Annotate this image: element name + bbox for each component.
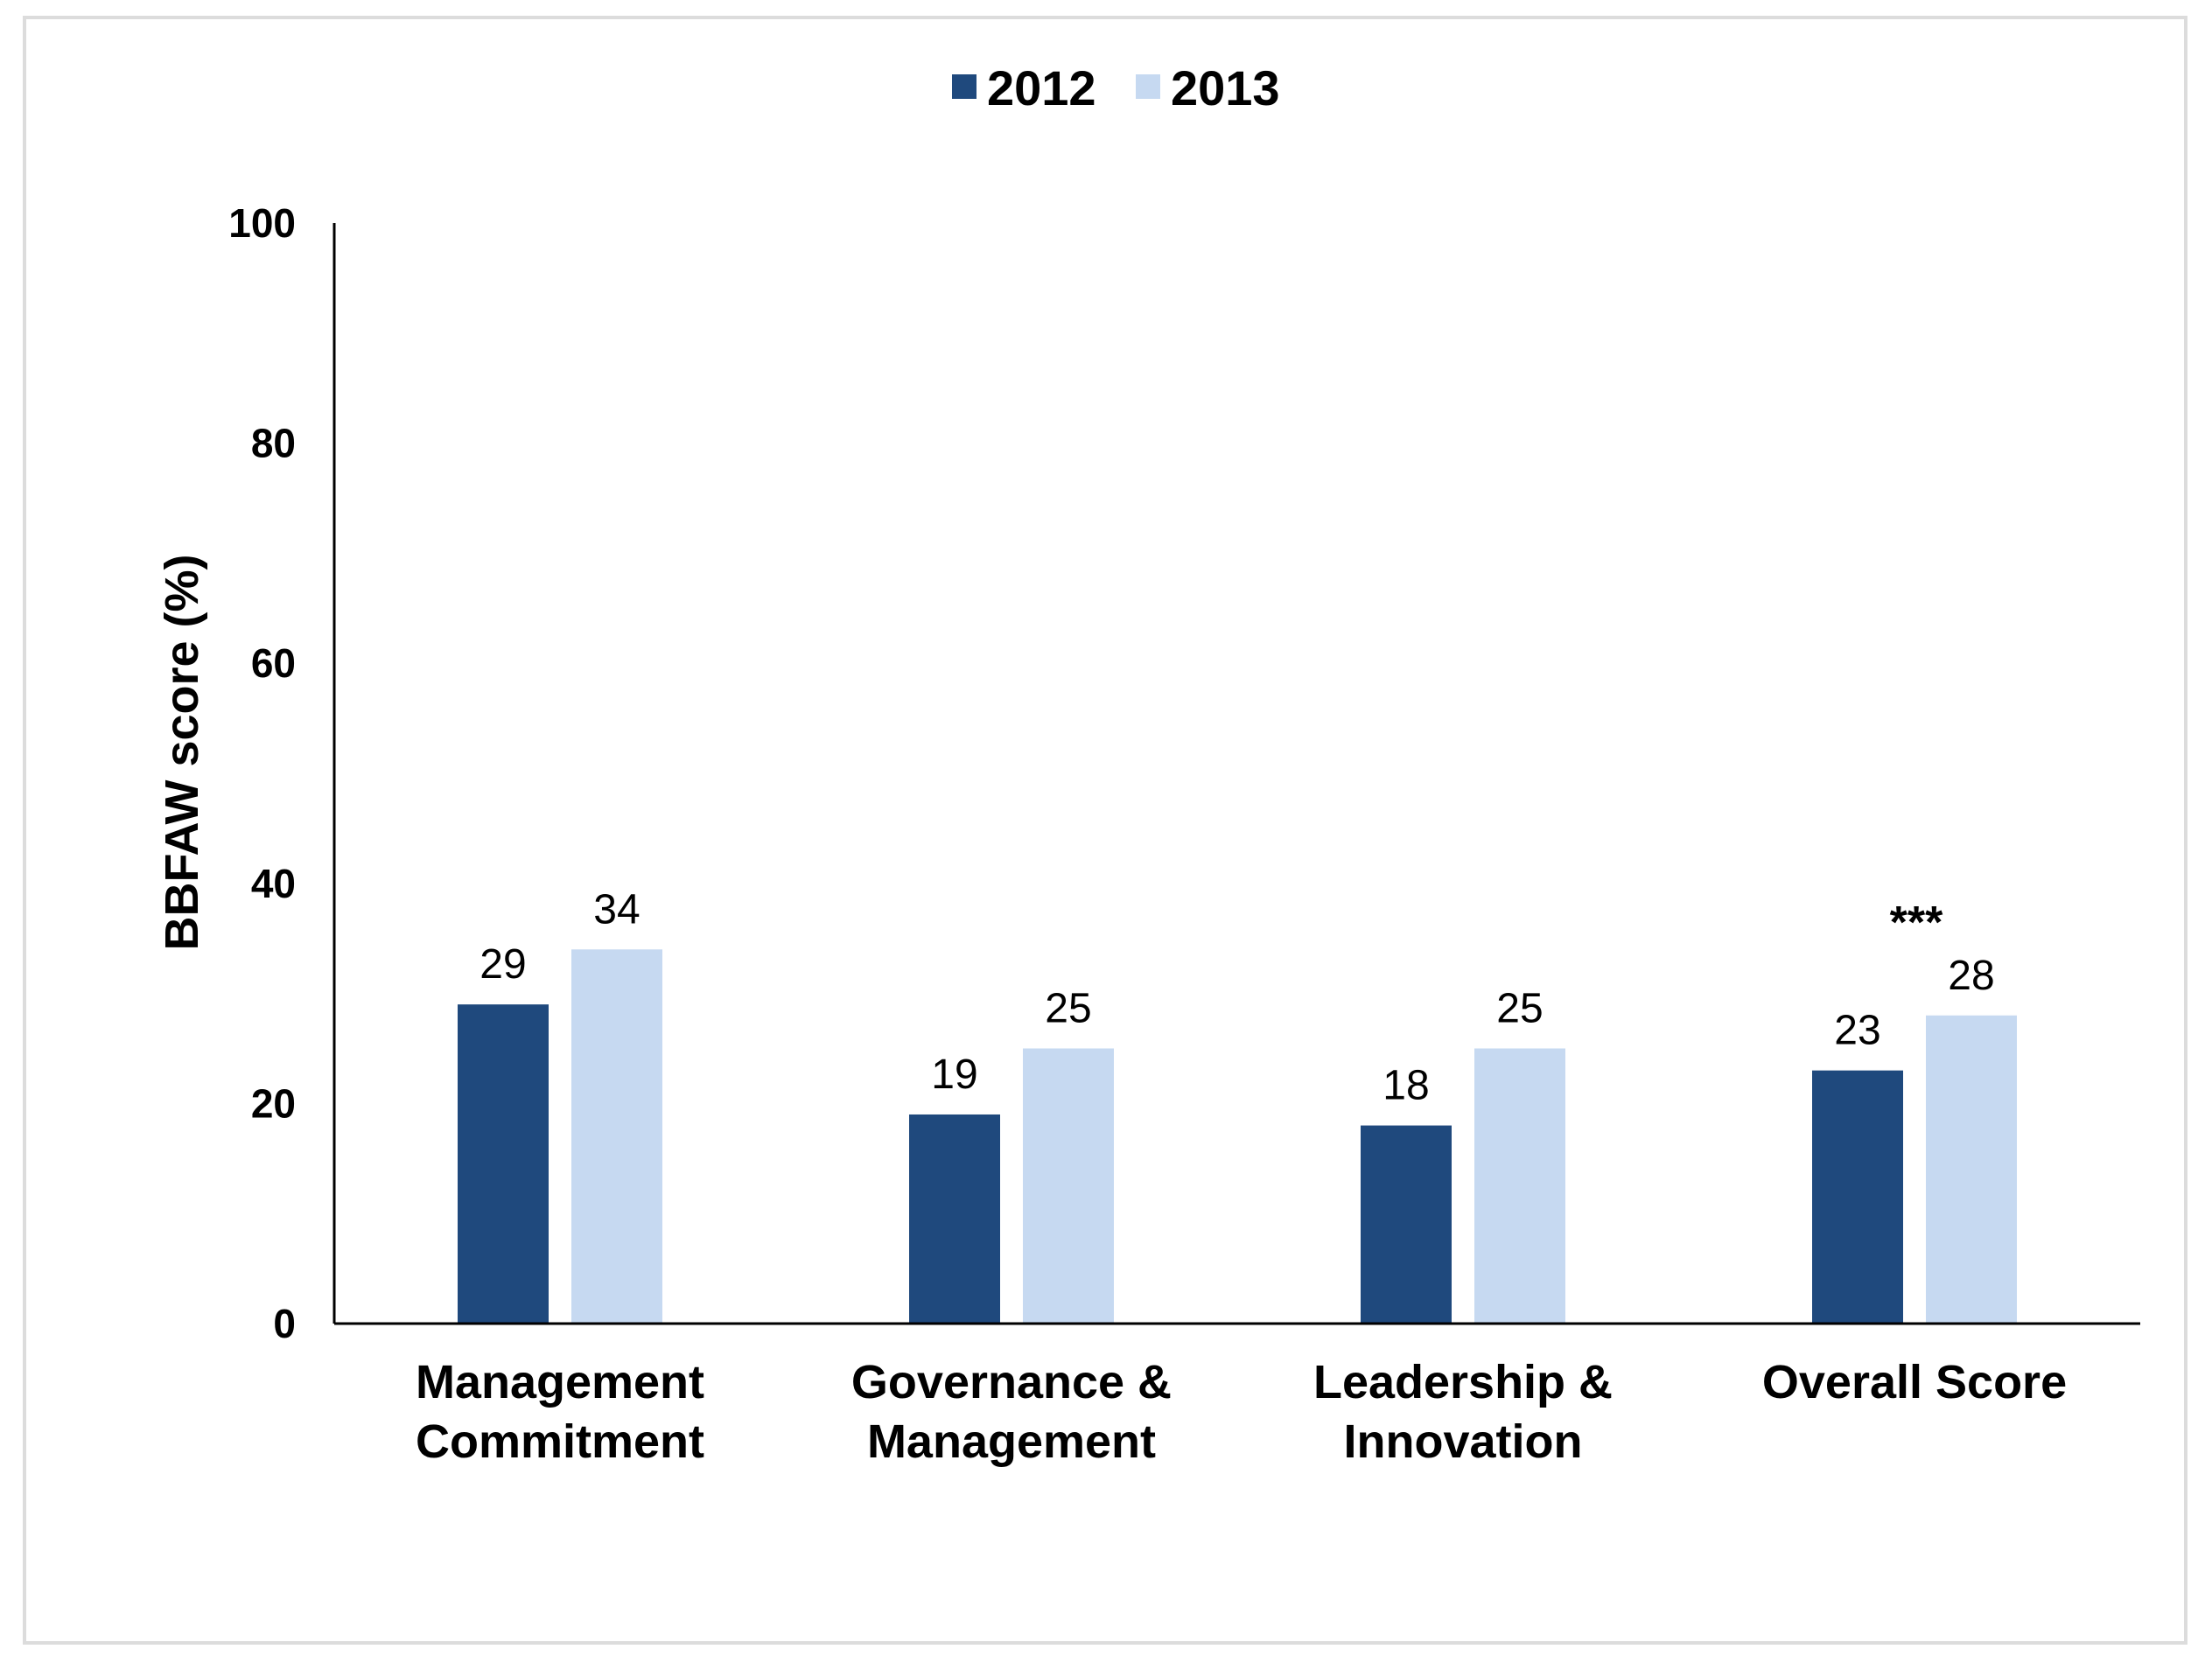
legend-label-2012: 2012 [987, 60, 1096, 115]
bar-2012-0 [458, 1004, 549, 1324]
x-axis: Management Commitment Governance & Manageme… [334, 1322, 2140, 1468]
y-tick-label: 20 [251, 1080, 296, 1126]
bar-2012-3 [1812, 1070, 1903, 1324]
bars: 29 34 19 25 18 25 23 28*** [458, 886, 2017, 1324]
y-tick-label: 60 [251, 640, 296, 686]
data-label: 18 [1382, 1063, 1429, 1109]
legend-swatch-2012 [952, 74, 976, 99]
y-tick-label: 40 [251, 861, 296, 906]
x-category-label: Leadership & [1313, 1356, 1613, 1408]
x-category-label: Commitment [416, 1415, 704, 1468]
x-category-label: Management [867, 1415, 1156, 1468]
bar-2013-0 [571, 949, 662, 1324]
data-label: 25 [1496, 986, 1543, 1032]
legend-label-2013: 2013 [1171, 60, 1280, 115]
legend-swatch-2013 [1136, 74, 1160, 99]
data-label: 28 [1948, 953, 1994, 999]
legend: 2012 2013 [952, 60, 1280, 115]
data-label: 19 [931, 1052, 977, 1098]
y-axis-label: BBFAW score (%) [156, 554, 208, 950]
data-label: 23 [1834, 1008, 1880, 1054]
y-tick-label: 100 [228, 200, 296, 246]
bar-2013-2 [1474, 1048, 1565, 1324]
data-label: 25 [1045, 986, 1091, 1032]
data-label: 29 [480, 941, 526, 988]
bar-2012-2 [1361, 1125, 1452, 1324]
y-tick-label: 80 [251, 421, 296, 466]
x-category-label: Innovation [1344, 1415, 1583, 1468]
y-axis: 0 20 40 60 80 100 [228, 200, 336, 1346]
x-category-label: Governance & [851, 1356, 1172, 1408]
bar-2013-3 [1926, 1015, 2017, 1324]
data-label: 34 [593, 886, 640, 933]
significance-annotation: *** [1890, 898, 1943, 948]
x-category-label: Overall Score [1762, 1356, 2067, 1408]
chart-frame [23, 16, 2188, 1645]
bar-2013-1 [1023, 1048, 1114, 1324]
x-category-label: Management [416, 1356, 704, 1408]
y-tick-label: 0 [273, 1301, 296, 1346]
bar-2012-1 [909, 1114, 1000, 1324]
